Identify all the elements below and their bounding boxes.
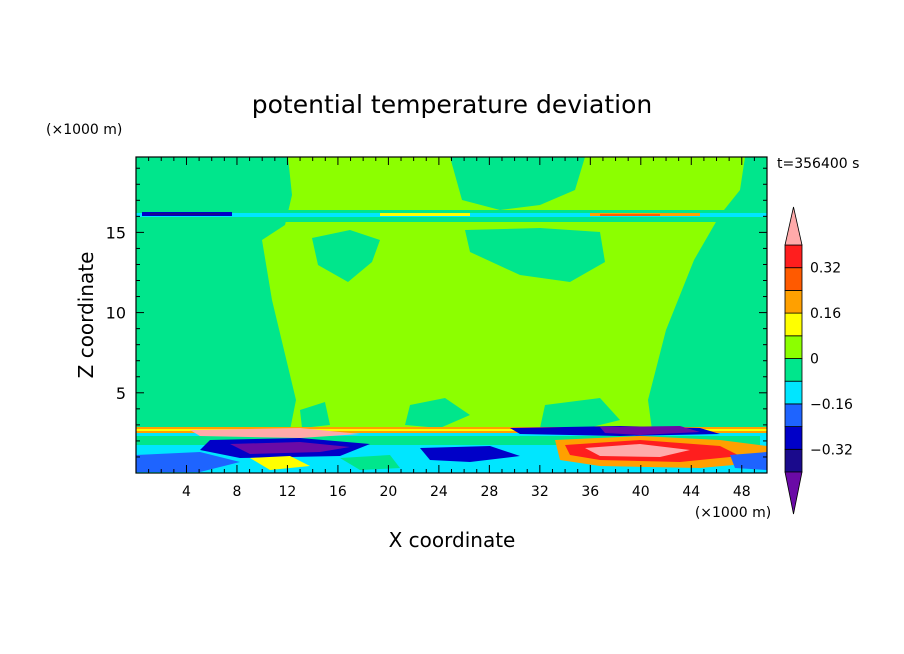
lower-layer-yellow-a	[250, 456, 310, 470]
colorbar-bin	[784, 244, 803, 269]
field-region-right	[648, 157, 767, 430]
colorbar-bin	[784, 335, 803, 359]
x-tick-labels: 4 8 12 16 20 24 28 32 36 40 44 48	[182, 484, 751, 500]
x-unit-label: (×1000 m)	[695, 505, 771, 521]
colorbar-bin	[784, 358, 803, 382]
colorbar-bin	[784, 403, 803, 427]
field-region-blob-b	[465, 228, 605, 282]
x-tick-label: 36	[581, 484, 599, 500]
x-tick-label: 24	[430, 484, 448, 500]
lower-layer-pink-a	[190, 428, 360, 438]
lower-layer-blue-b	[420, 446, 520, 462]
tropopause-band-red	[600, 214, 660, 216]
colorbar-over-triangle	[784, 206, 803, 246]
field-region-top-middle	[450, 157, 585, 210]
axis-ticks	[136, 157, 767, 473]
y-unit-label: (×1000 m)	[46, 122, 122, 138]
y-axis-label: Z coordinate	[74, 252, 98, 379]
colorbar-bin	[784, 380, 803, 405]
tropopause-band-dark	[150, 213, 220, 215]
y-tick-label: 15	[106, 223, 126, 242]
tropopause-band-yellow-a	[380, 213, 470, 216]
time-label: t=356400 s	[777, 156, 859, 172]
contour-field	[136, 157, 767, 473]
field-region-blob-c	[405, 398, 470, 428]
lower-layer-purple-a	[230, 442, 350, 454]
field-region-blob-a	[312, 230, 380, 282]
lower-layer-top-yellow	[136, 429, 767, 431]
lower-layer-pink-b	[585, 444, 690, 457]
field-region-blob-e	[300, 402, 330, 428]
colorbar-tick-label: 0.16	[810, 306, 841, 322]
field-region-left	[136, 157, 296, 430]
colorbar-tick-label: 0.32	[810, 261, 841, 277]
colorbar-tick-label: −0.32	[810, 442, 853, 458]
x-tick-label: 32	[531, 484, 549, 500]
colorbar: −0.32 −0.16 0 0.16 0.32	[784, 206, 853, 515]
colorbar-bin	[784, 312, 803, 337]
x-tick-label: 4	[182, 484, 191, 500]
x-tick-label: 16	[329, 484, 347, 500]
field-region-blob-d	[540, 398, 620, 430]
y-tick-label: 5	[116, 384, 126, 403]
x-tick-label: 20	[379, 484, 397, 500]
x-tick-label: 40	[632, 484, 650, 500]
colorbar-bin	[784, 448, 803, 473]
x-tick-label: 8	[232, 484, 241, 500]
chart-title: potential temperature deviation	[252, 90, 652, 119]
lower-layer-purple-b	[600, 426, 700, 435]
colorbar-bin	[784, 289, 803, 314]
y-tick-labels: 5 10 15	[106, 223, 126, 402]
colorbar-under-triangle	[784, 471, 803, 515]
x-tick-label: 12	[279, 484, 297, 500]
x-tick-label: 48	[733, 484, 751, 500]
x-tick-label: 44	[682, 484, 700, 500]
y-tick-label: 10	[106, 304, 126, 323]
lower-layer-green-b	[340, 455, 400, 470]
colorbar-bin	[784, 426, 803, 450]
x-axis-label: X coordinate	[389, 528, 516, 552]
lower-layer-blue-left	[136, 452, 240, 472]
x-tick-label: 28	[480, 484, 498, 500]
lower-layer-blue-right	[730, 452, 767, 470]
colorbar-tick-label: −0.16	[810, 397, 853, 413]
colorbar-bin	[784, 267, 803, 291]
colorbar-tick-label: 0	[810, 352, 819, 368]
